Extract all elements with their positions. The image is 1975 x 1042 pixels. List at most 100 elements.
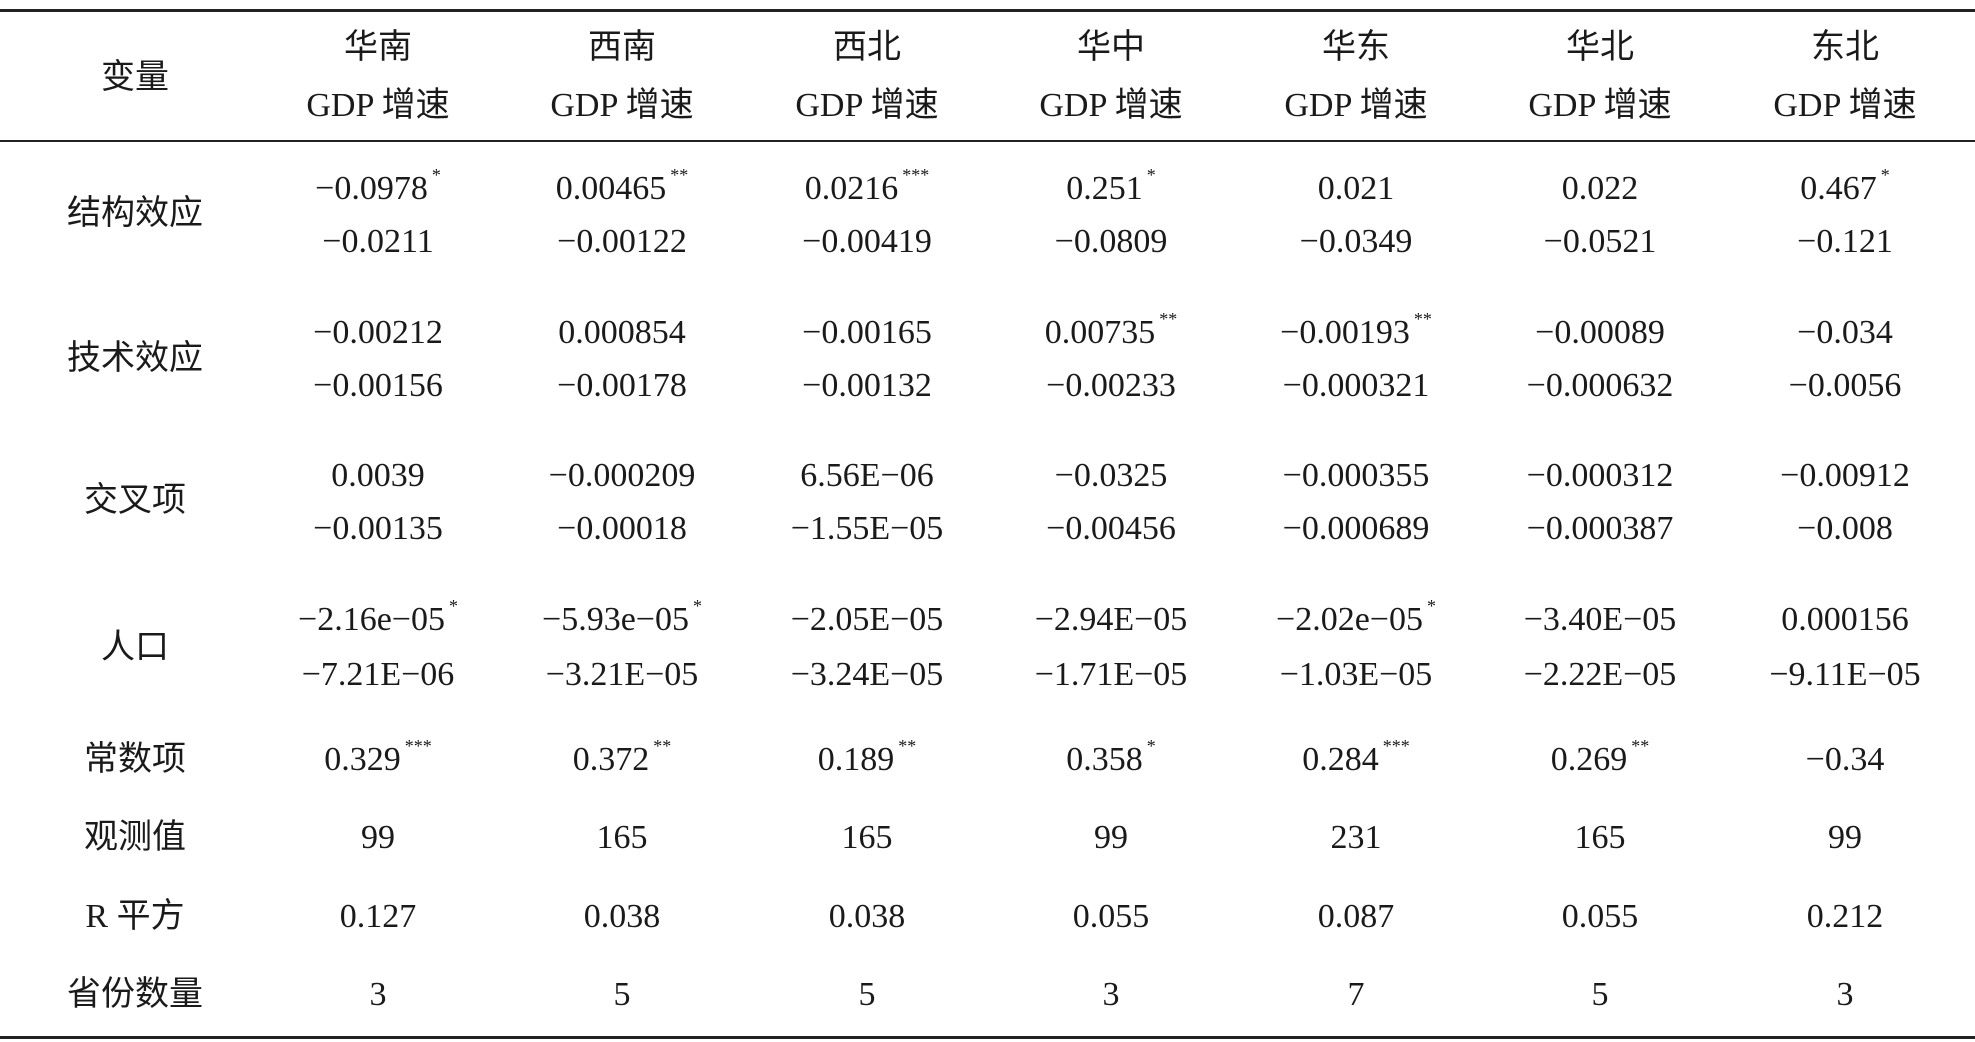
standard-error: −0.00233 (1046, 367, 1176, 404)
coefficient: −2.94E−05 (1034, 601, 1188, 638)
column-region: 西北 (833, 29, 901, 66)
coefficient-value: −5.93e−05 (542, 601, 689, 638)
column-region: 东北 (1811, 29, 1879, 66)
coefficient: −0.000312 (1526, 457, 1674, 494)
standard-error: −0.00419 (802, 223, 932, 260)
standard-error: −3.21E−05 (545, 656, 699, 693)
standard-error: −0.000321 (1282, 367, 1430, 404)
coefficient: 231 (1330, 819, 1382, 856)
coefficient: −0.00193 ** (1280, 310, 1432, 350)
header-rule (0, 140, 1975, 142)
significance-stars: ** (653, 736, 672, 756)
coefficient: −0.0978 * (315, 166, 441, 206)
coefficient: 99 (1094, 819, 1128, 856)
row-label: 观测值 (84, 819, 186, 856)
coefficient: 0.038 (828, 898, 906, 935)
significance-stars: * (692, 596, 702, 616)
coefficient: −0.34 (1805, 741, 1885, 778)
coefficient: −0.00212 (313, 314, 443, 351)
coefficient: 99 (361, 819, 395, 856)
coefficient: 0.00735 ** (1044, 310, 1178, 351)
standard-error: −7.21E−06 (301, 656, 455, 693)
row-label: 常数项 (84, 741, 186, 778)
column-measure: GDP 增速 (306, 87, 450, 124)
standard-error: −0.000632 (1526, 367, 1674, 404)
significance-stars: * (1880, 165, 1890, 185)
coefficient-value: 0.467 (1800, 170, 1877, 207)
coefficient: 0.087 (1317, 898, 1395, 935)
standard-error: −0.0211 (322, 223, 434, 260)
coefficient: 0.358 * (1066, 737, 1156, 777)
row-label: 人口 (101, 629, 169, 666)
significance-stars: * (1146, 736, 1156, 756)
coefficient: 6.56E−06 (800, 457, 934, 494)
coefficient: 0.0039 (331, 457, 425, 494)
significance-stars: ** (898, 736, 917, 756)
coefficient-value: 0.189 (817, 741, 895, 778)
coefficient: 165 (1574, 819, 1626, 856)
coefficient: 0.467 * (1800, 166, 1890, 207)
coefficient: 0.000156 (1781, 601, 1909, 638)
coefficient-value: 0.251 (1066, 170, 1143, 207)
standard-error: −0.121 (1797, 223, 1893, 260)
standard-error: −1.03E−05 (1279, 656, 1433, 693)
coefficient-value: 0.0216 (804, 170, 899, 207)
column-region: 华中 (1077, 29, 1145, 66)
coefficient: 0.00465 ** (555, 166, 689, 207)
coefficient: −2.02e−05 * (1276, 597, 1436, 637)
coefficient: 0.284 *** (1302, 737, 1410, 778)
coefficient-value: 0.284 (1302, 741, 1379, 778)
coefficient: 165 (596, 819, 648, 856)
coefficient: 3 (369, 976, 387, 1013)
row-label: 结构效应 (67, 195, 203, 232)
coefficient: 0.000854 (558, 314, 686, 351)
coefficient: 0.127 (339, 898, 417, 935)
coefficient: 0.212 (1806, 898, 1884, 935)
coefficient-value: 0.00735 (1044, 314, 1156, 351)
standard-error: −3.24E−05 (790, 656, 944, 693)
coefficient: −0.000355 (1282, 457, 1430, 494)
significance-stars: * (1146, 165, 1156, 185)
standard-error: −0.00018 (557, 510, 687, 547)
coefficient: −2.05E−05 (790, 601, 944, 638)
column-measure: GDP 增速 (1773, 87, 1917, 124)
coefficient: −0.00912 (1780, 457, 1910, 494)
row-label: 省份数量 (67, 976, 203, 1013)
column-measure: GDP 增速 (1284, 87, 1428, 124)
standard-error: −0.00456 (1046, 510, 1176, 547)
column-region: 华北 (1566, 29, 1634, 66)
row-label: 交叉项 (84, 482, 186, 519)
column-region: 华东 (1322, 29, 1390, 66)
column-region: 西南 (588, 29, 656, 66)
coefficient: −0.00089 (1535, 314, 1665, 351)
standard-error: −0.000689 (1282, 510, 1430, 547)
standard-error: −1.71E−05 (1034, 656, 1188, 693)
standard-error: −0.0809 (1054, 223, 1168, 260)
standard-error: −0.00156 (313, 367, 443, 404)
coefficient-value: 0.329 (324, 741, 401, 778)
coefficient: 0.189 ** (817, 737, 917, 778)
coefficient: −0.0325 (1054, 457, 1168, 494)
coefficient: 0.251 * (1066, 166, 1156, 207)
significance-stars: * (431, 165, 441, 185)
coefficient: 0.038 (583, 898, 661, 935)
coefficient: 7 (1347, 976, 1365, 1013)
coefficient: −2.16e−05 * (298, 597, 458, 637)
row-label: 技术效应 (67, 340, 203, 377)
standard-error: −0.00178 (557, 367, 687, 404)
significance-stars: ** (1631, 736, 1650, 756)
coefficient: −0.000209 (548, 457, 696, 494)
coefficient: 5 (1591, 976, 1609, 1013)
standard-error: −0.008 (1797, 510, 1893, 547)
row-label: R 平方 (85, 898, 185, 935)
coefficient-value: 0.00465 (555, 170, 667, 207)
standard-error: −9.11E−05 (1769, 656, 1921, 693)
standard-error: −0.000387 (1526, 510, 1674, 547)
coefficient: 0.329 *** (324, 737, 432, 778)
standard-error: −1.55E−05 (790, 510, 944, 547)
standard-error: −0.0349 (1299, 223, 1413, 260)
coefficient: 0.055 (1561, 898, 1639, 935)
standard-error: −0.0521 (1543, 223, 1657, 260)
significance-stars: ** (670, 165, 689, 185)
